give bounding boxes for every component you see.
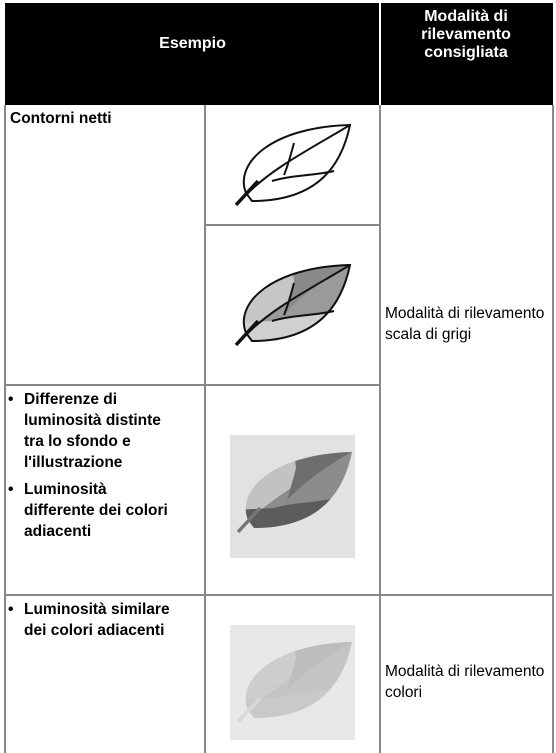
bullet-list: Luminosità similare dei colori adiacenti [8, 599, 178, 647]
bullet-list: Differenze di luminosità distinte tra lo… [8, 389, 178, 548]
bullet: Differenze di luminosità distinte tra lo… [8, 389, 178, 473]
leaf-outline [234, 123, 352, 207]
row-label: Contorni netti [10, 110, 112, 127]
mode-text: Modalità di rilevamento colori [385, 663, 545, 701]
header-example: Esempio [159, 35, 226, 52]
leaf-grayscale [234, 263, 352, 347]
header-mode: Modalità di rilevamento consigliata [421, 8, 511, 61]
bullet: Luminosità similare dei colori adiacenti [8, 599, 178, 641]
grid-lines [4, 105, 554, 753]
header-background [5, 3, 553, 105]
mode-text: Modalità di rilevamento scala di grigi [385, 305, 545, 343]
bullet: Luminosità differente dei colori adiacen… [8, 479, 178, 542]
